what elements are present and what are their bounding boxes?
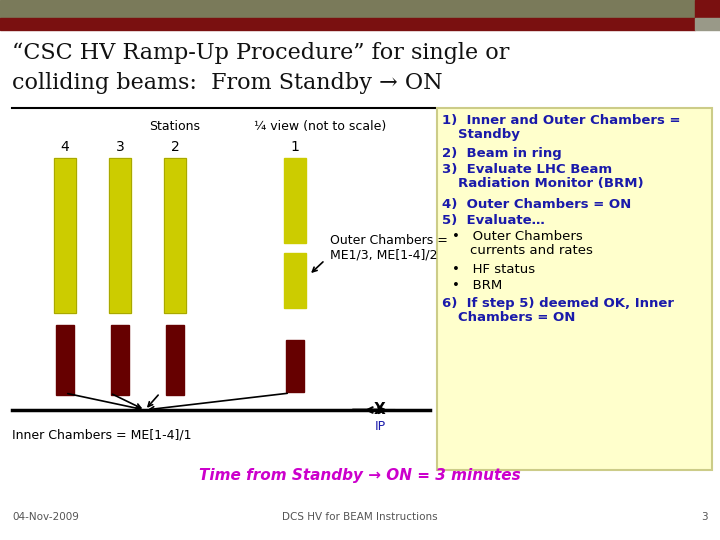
Text: IP: IP [374, 420, 386, 433]
Text: Time from Standby → ON = 3 minutes: Time from Standby → ON = 3 minutes [199, 468, 521, 483]
Text: Chambers = ON: Chambers = ON [458, 311, 575, 324]
Text: Stations: Stations [150, 120, 200, 133]
Bar [164, 158, 186, 313]
Bar [437, 108, 712, 470]
Text: “CSC HV Ramp-Up Procedure” for single or: “CSC HV Ramp-Up Procedure” for single or [12, 42, 509, 64]
Text: colliding beams:  From Standby → ON: colliding beams: From Standby → ON [12, 72, 443, 94]
Bar [109, 158, 131, 313]
Text: 3: 3 [701, 512, 708, 522]
Text: 2)  Beam in ring: 2) Beam in ring [442, 147, 562, 160]
Text: 4: 4 [60, 140, 69, 154]
Text: Standby: Standby [458, 128, 520, 141]
Bar [284, 158, 306, 243]
Text: X: X [374, 402, 386, 416]
Text: Outer Chambers =
ME1/3, ME[1-4]/2: Outer Chambers = ME1/3, ME[1-4]/2 [330, 234, 448, 262]
Text: •   Outer Chambers: • Outer Chambers [452, 230, 582, 243]
Text: Radiation Monitor (BRM): Radiation Monitor (BRM) [458, 177, 644, 190]
Text: 3)  Evaluate LHC Beam: 3) Evaluate LHC Beam [442, 163, 612, 176]
Bar [109, 158, 131, 313]
Bar [111, 325, 129, 395]
Bar [54, 158, 76, 313]
Bar [284, 253, 306, 308]
Text: 1: 1 [291, 140, 300, 154]
Text: Inner Chambers = ME[1-4]/1: Inner Chambers = ME[1-4]/1 [12, 428, 192, 441]
Text: ¼ view (not to scale): ¼ view (not to scale) [254, 120, 386, 133]
Bar [0, 18, 695, 30]
Text: DCS HV for BEAM Instructions: DCS HV for BEAM Instructions [282, 512, 438, 522]
Bar [56, 325, 74, 395]
Text: •   HF status: • HF status [452, 263, 535, 276]
Bar [164, 158, 186, 313]
Bar [695, 0, 720, 18]
Text: 5)  Evaluate…: 5) Evaluate… [442, 214, 545, 227]
Text: 04-Nov-2009: 04-Nov-2009 [12, 512, 79, 522]
Text: •   BRM: • BRM [452, 279, 503, 292]
Bar [286, 340, 304, 392]
Text: 4)  Outer Chambers = ON: 4) Outer Chambers = ON [442, 198, 631, 211]
Bar [695, 18, 720, 30]
Bar [54, 158, 76, 313]
Text: 6)  If step 5) deemed OK, Inner: 6) If step 5) deemed OK, Inner [442, 297, 674, 310]
Bar [0, 0, 720, 18]
Text: 2: 2 [171, 140, 179, 154]
Bar [166, 325, 184, 395]
Text: 3: 3 [116, 140, 125, 154]
Text: currents and rates: currents and rates [470, 244, 593, 257]
Text: 1)  Inner and Outer Chambers =: 1) Inner and Outer Chambers = [442, 114, 680, 127]
